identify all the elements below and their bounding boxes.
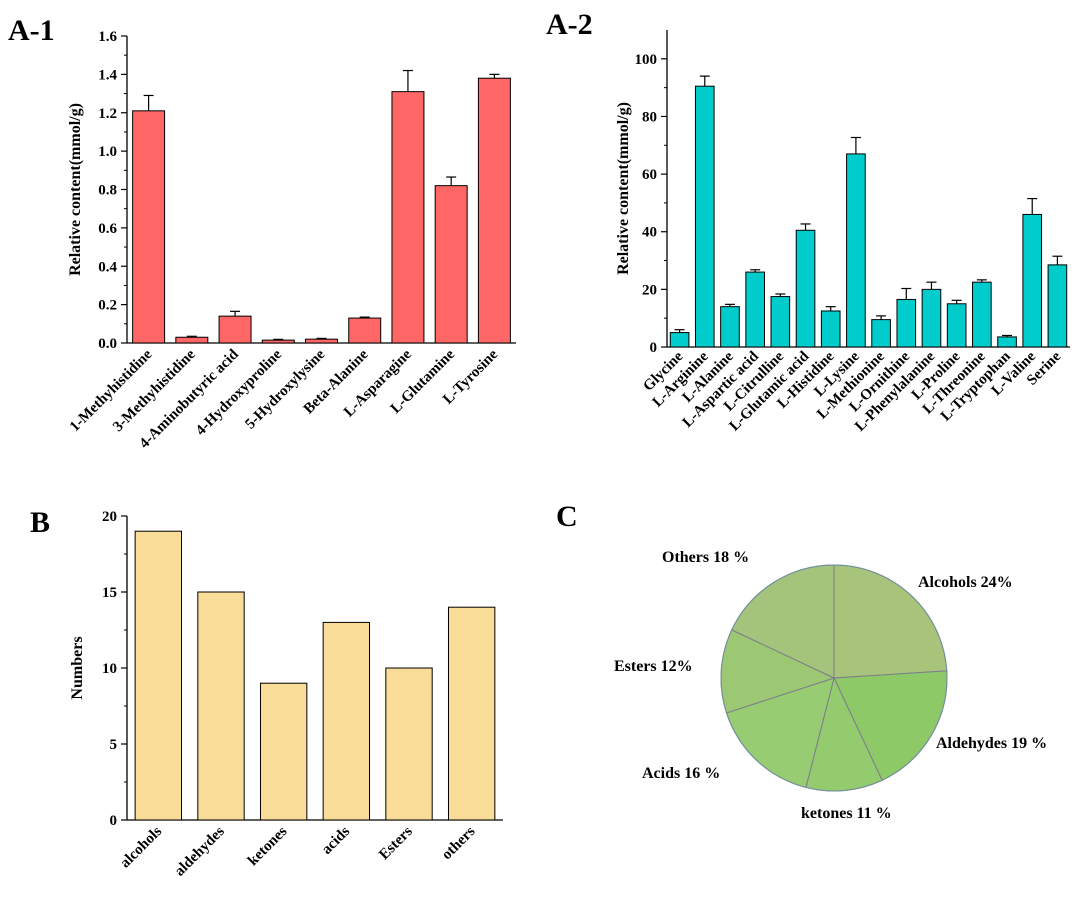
y-tick-label: 1.0 xyxy=(98,144,117,160)
pie-outline xyxy=(720,564,948,792)
y-tick-label: 0.0 xyxy=(98,336,117,352)
bar-a2-13 xyxy=(997,336,1017,348)
y-axis-label-a2: Relative content(mmol/g) xyxy=(615,102,632,275)
y-tick-label: 20 xyxy=(642,282,657,298)
bar-a2-7 xyxy=(846,153,866,348)
pie-label-4: Esters 12% xyxy=(614,658,693,675)
bar-a1-7 xyxy=(434,185,468,344)
bar-a2-10 xyxy=(921,288,942,348)
y-axis-label-b: Numbers xyxy=(69,636,86,699)
bar-a2-11 xyxy=(946,303,967,348)
x-tick-label-b-1: aldehydes xyxy=(172,823,228,879)
y-axis-label-a1: Relative content(mmol/g) xyxy=(67,103,84,276)
x-tick-label-b-2: ketones xyxy=(245,823,291,869)
pie-label-1: Aldehydes 19 % xyxy=(936,735,1047,752)
y-tick-label: 0 xyxy=(110,813,118,829)
chart-b: 0 5 10 15 20 Numbers alcohols aldehydes ketones a… xyxy=(69,509,503,880)
panel-label-b: B xyxy=(30,506,51,539)
pie-label-2: ketones 11 % xyxy=(801,805,892,822)
bar-a1-2 xyxy=(218,315,252,344)
y-tick-label: 100 xyxy=(635,52,658,68)
bar-b-5 xyxy=(447,606,496,821)
bar-b-2 xyxy=(259,682,308,821)
panel-label-a1: A-1 xyxy=(8,14,55,47)
bar-b-0 xyxy=(134,530,183,821)
y-tick-label: 20 xyxy=(102,509,117,525)
bar-a1-6 xyxy=(391,91,425,344)
chart-c-pie: Alcohols 24% Aldehydes 19 % ketones 11 % Ac… xyxy=(614,549,1047,822)
y-tick-label: 80 xyxy=(642,109,657,125)
y-tick-label: 0.2 xyxy=(98,298,117,314)
panel-label-c: C xyxy=(556,500,578,533)
bar-a2-2 xyxy=(720,306,740,348)
bar-a2-4 xyxy=(770,296,791,348)
pie-label-3: Acids 16 % xyxy=(642,765,720,782)
bar-a1-4 xyxy=(305,338,338,344)
bar-a2-8 xyxy=(871,319,891,348)
bar-a1-3 xyxy=(261,339,295,344)
y-tick-label: 0.4 xyxy=(98,259,117,275)
x-tick-label-b-3: acids xyxy=(319,823,353,857)
bar-a1-5 xyxy=(348,317,382,344)
bar-a1-1 xyxy=(175,336,209,344)
y-tick-label: 15 xyxy=(102,585,117,601)
bar-b-1 xyxy=(197,591,245,821)
y-tick-label: 40 xyxy=(642,225,657,241)
y-tick-label: 1.4 xyxy=(98,67,117,83)
bar-a2-6 xyxy=(820,310,841,348)
y-tick-label: 0.8 xyxy=(98,183,117,199)
y-tick-label: 1.6 xyxy=(98,29,117,45)
y-tick-label: 0.6 xyxy=(98,221,117,237)
bar-a2-9 xyxy=(896,298,917,348)
bar-a2-14 xyxy=(1022,213,1043,348)
bar-a2-0 xyxy=(669,332,690,348)
x-tick-label-a1-4: 5-Hydroxylysine xyxy=(242,346,328,432)
y-tick-label: 10 xyxy=(102,661,117,677)
bar-a2-15 xyxy=(1047,264,1068,348)
bar-a2-1 xyxy=(694,85,715,348)
bar-b-4 xyxy=(385,667,433,821)
bar-a1-0 xyxy=(132,110,166,344)
bar-a2-3 xyxy=(745,271,765,348)
x-tick-label-b-0: alcohols xyxy=(117,823,165,871)
pie-label-0: Alcohols 24% xyxy=(918,574,1013,591)
bar-a2-5 xyxy=(795,229,816,348)
chart-a1: 0.0 0.2 0.4 0.6 0.8 1.0 1.2 1.4 1.6 Relative cont… xyxy=(67,29,516,452)
bar-a2-12 xyxy=(972,281,992,348)
x-tick-label-b-4: Esters xyxy=(376,823,416,863)
y-tick-label: 1.2 xyxy=(98,106,117,122)
y-tick-label: 5 xyxy=(110,737,118,753)
bar-a1-8 xyxy=(477,77,511,344)
bar-b-3 xyxy=(322,621,371,821)
panel-label-a2: A-2 xyxy=(546,8,593,41)
y-tick-label: 60 xyxy=(642,167,657,183)
x-tick-label-b-5: others xyxy=(439,823,479,863)
pie-label-5: Others 18 % xyxy=(662,549,749,566)
y-tick-label: 0 xyxy=(650,340,658,356)
